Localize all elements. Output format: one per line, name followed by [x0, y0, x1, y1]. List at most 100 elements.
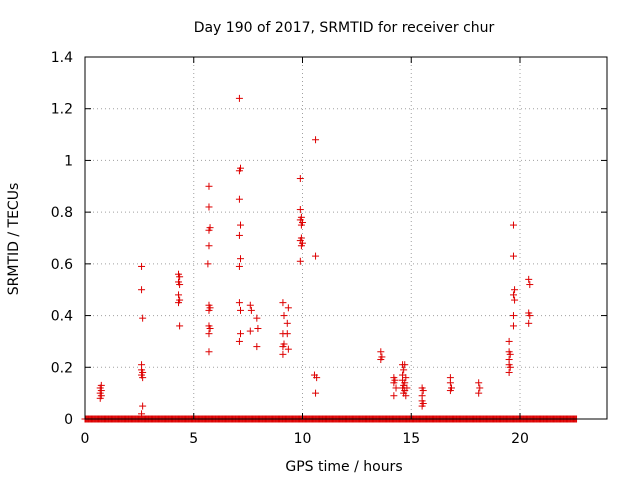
data-point	[205, 348, 213, 356]
y-tick-label: 0.8	[51, 205, 73, 221]
data-point	[253, 314, 261, 322]
data-point	[279, 299, 287, 307]
data-point	[511, 286, 519, 294]
data-point	[446, 379, 454, 387]
data-points	[96, 94, 534, 418]
data-point	[97, 381, 105, 389]
data-point	[246, 327, 254, 335]
data-point	[279, 350, 287, 358]
data-point	[525, 275, 533, 283]
data-point	[526, 312, 534, 320]
y-tick-label: 0.4	[51, 309, 73, 325]
data-point	[205, 242, 213, 250]
y-tick-label: 0.6	[51, 257, 73, 273]
data-point	[418, 402, 426, 410]
data-point	[297, 221, 305, 229]
data-point	[205, 203, 213, 211]
y-tick-label: 0	[64, 412, 73, 428]
data-point	[511, 296, 519, 304]
data-point	[206, 325, 214, 332]
data-point	[138, 410, 146, 418]
data-point	[401, 361, 409, 369]
data-point	[296, 257, 304, 265]
data-point	[205, 330, 213, 338]
y-tick-label: 1.2	[51, 102, 73, 118]
x-tick-label: 0	[81, 431, 90, 447]
data-point	[176, 281, 184, 289]
data-point	[475, 379, 483, 387]
data-point	[475, 389, 483, 397]
data-point	[509, 312, 517, 320]
grid-lines	[85, 57, 607, 419]
data-point	[253, 343, 261, 351]
data-point	[312, 136, 320, 144]
data-point	[283, 330, 291, 338]
data-point	[279, 343, 287, 351]
data-point	[176, 273, 184, 281]
data-point	[139, 402, 147, 410]
axis-ticks: 0 5 10 15 20 0 0.2 0.4 0.6 0.8 1 1.2 1.4	[51, 50, 607, 447]
data-point	[237, 330, 245, 338]
data-point	[505, 337, 513, 345]
data-point	[284, 345, 292, 353]
data-point	[175, 291, 183, 299]
data-point	[204, 260, 212, 268]
data-point	[400, 366, 408, 374]
data-point	[506, 363, 514, 371]
data-point	[237, 221, 245, 229]
data-point	[205, 182, 213, 190]
data-point	[419, 387, 427, 395]
data-point	[205, 306, 213, 314]
data-point	[377, 348, 385, 356]
data-point	[390, 379, 398, 387]
data-point	[446, 387, 454, 395]
x-tick-label: 20	[511, 431, 529, 447]
data-point	[506, 350, 514, 358]
data-point	[246, 301, 254, 309]
data-point	[138, 262, 146, 270]
data-point	[139, 314, 147, 322]
data-point	[237, 306, 245, 314]
plot-frame	[84, 56, 608, 420]
data-point	[235, 195, 243, 203]
y-tick-label: 1	[64, 153, 73, 169]
data-point	[402, 392, 410, 400]
data-point	[525, 319, 533, 327]
data-point	[509, 291, 517, 299]
data-point	[284, 304, 292, 312]
data-point	[509, 322, 517, 330]
data-point	[176, 322, 184, 330]
y-axis-label: SRMTID / TECUs	[6, 183, 22, 296]
data-point	[392, 384, 400, 392]
data-point	[526, 281, 534, 289]
data-point	[509, 221, 517, 229]
data-point	[476, 384, 484, 392]
data-point	[312, 389, 320, 397]
data-point	[390, 392, 398, 400]
data-point	[312, 252, 320, 260]
x-tick-label: 5	[189, 431, 198, 447]
x-axis-label: GPS time / hours	[285, 459, 402, 475]
data-point	[235, 262, 243, 270]
data-point	[138, 286, 146, 294]
data-point	[139, 374, 147, 382]
data-point	[297, 242, 305, 250]
data-point	[235, 231, 243, 239]
y-tick-label: 0.2	[51, 360, 73, 376]
x-tick-label: 15	[402, 431, 420, 447]
y-tick-label: 1.4	[51, 50, 73, 66]
data-point	[235, 337, 243, 345]
data-point	[313, 374, 321, 382]
data-point	[235, 94, 243, 102]
data-point	[237, 255, 245, 263]
data-point	[283, 319, 291, 327]
data-point	[235, 167, 243, 175]
data-point	[235, 299, 243, 307]
data-point	[175, 299, 183, 307]
data-point	[377, 356, 385, 364]
data-point	[505, 368, 513, 376]
data-point	[205, 226, 213, 234]
data-point	[296, 206, 304, 214]
data-point	[280, 312, 288, 320]
